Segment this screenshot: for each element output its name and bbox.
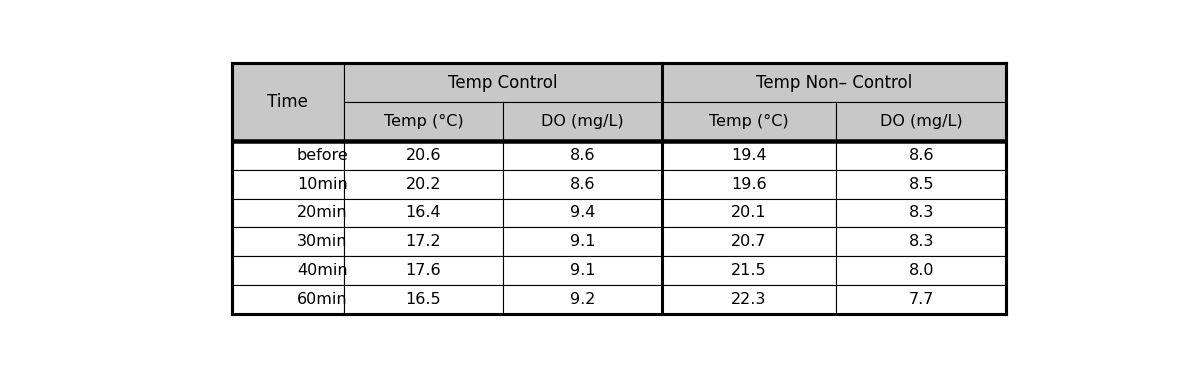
- Bar: [837, 141, 1007, 170]
- Text: before: before: [296, 148, 349, 163]
- Text: Temp Non– Control: Temp Non– Control: [756, 74, 913, 92]
- Bar: [344, 285, 503, 314]
- Bar: [232, 64, 344, 141]
- Text: 17.6: 17.6: [406, 263, 441, 278]
- Text: 8.3: 8.3: [908, 234, 934, 249]
- Text: 9.1: 9.1: [570, 263, 595, 278]
- Text: 20.2: 20.2: [406, 177, 441, 192]
- Bar: [344, 64, 662, 102]
- Bar: [344, 170, 503, 199]
- Text: 8.0: 8.0: [908, 263, 934, 278]
- Bar: [837, 227, 1007, 256]
- Bar: [503, 227, 662, 256]
- Bar: [232, 285, 344, 314]
- Bar: [662, 170, 837, 199]
- Bar: [662, 199, 837, 227]
- Text: 7.7: 7.7: [908, 292, 934, 307]
- Text: Temp (°C): Temp (°C): [383, 114, 463, 129]
- Bar: [503, 102, 662, 141]
- Bar: [344, 141, 503, 170]
- Text: 8.6: 8.6: [570, 177, 595, 192]
- Bar: [662, 141, 837, 170]
- Bar: [503, 256, 662, 285]
- Text: Time: Time: [268, 93, 308, 111]
- Bar: [503, 199, 662, 227]
- Bar: [232, 141, 344, 170]
- Text: 19.4: 19.4: [731, 148, 766, 163]
- Text: 16.5: 16.5: [406, 292, 441, 307]
- Bar: [662, 256, 837, 285]
- Bar: [344, 256, 503, 285]
- Bar: [344, 199, 503, 227]
- Bar: [344, 227, 503, 256]
- Bar: [232, 64, 1007, 314]
- Text: 20.7: 20.7: [731, 234, 766, 249]
- Text: 17.2: 17.2: [406, 234, 441, 249]
- Text: 9.1: 9.1: [570, 234, 595, 249]
- Bar: [837, 102, 1007, 141]
- Bar: [503, 141, 662, 170]
- Bar: [344, 102, 503, 141]
- Bar: [837, 199, 1007, 227]
- Text: 16.4: 16.4: [406, 205, 441, 220]
- Bar: [837, 170, 1007, 199]
- Bar: [662, 64, 1007, 102]
- Bar: [232, 170, 344, 199]
- Text: 9.4: 9.4: [570, 205, 595, 220]
- Text: 8.3: 8.3: [908, 205, 934, 220]
- Bar: [662, 102, 837, 141]
- Bar: [662, 285, 837, 314]
- Text: 8.5: 8.5: [908, 177, 934, 192]
- Bar: [503, 285, 662, 314]
- Text: 30min: 30min: [296, 234, 347, 249]
- Text: DO (mg/L): DO (mg/L): [879, 114, 963, 129]
- Text: DO (mg/L): DO (mg/L): [541, 114, 624, 129]
- Bar: [837, 256, 1007, 285]
- Text: 9.2: 9.2: [570, 292, 595, 307]
- Text: 19.6: 19.6: [731, 177, 766, 192]
- Text: 40min: 40min: [296, 263, 347, 278]
- Bar: [232, 227, 344, 256]
- Text: 8.6: 8.6: [908, 148, 934, 163]
- Text: Temp Control: Temp Control: [449, 74, 558, 92]
- Text: 22.3: 22.3: [731, 292, 766, 307]
- Bar: [837, 285, 1007, 314]
- Bar: [662, 227, 837, 256]
- Text: 21.5: 21.5: [731, 263, 766, 278]
- Text: 20.6: 20.6: [406, 148, 441, 163]
- Bar: [503, 170, 662, 199]
- Bar: [232, 199, 344, 227]
- Text: Temp (°C): Temp (°C): [709, 114, 789, 129]
- Text: 10min: 10min: [296, 177, 347, 192]
- Text: 20.1: 20.1: [731, 205, 766, 220]
- Text: 60min: 60min: [296, 292, 347, 307]
- Bar: [232, 256, 344, 285]
- Text: 20min: 20min: [296, 205, 347, 220]
- Text: 8.6: 8.6: [570, 148, 595, 163]
